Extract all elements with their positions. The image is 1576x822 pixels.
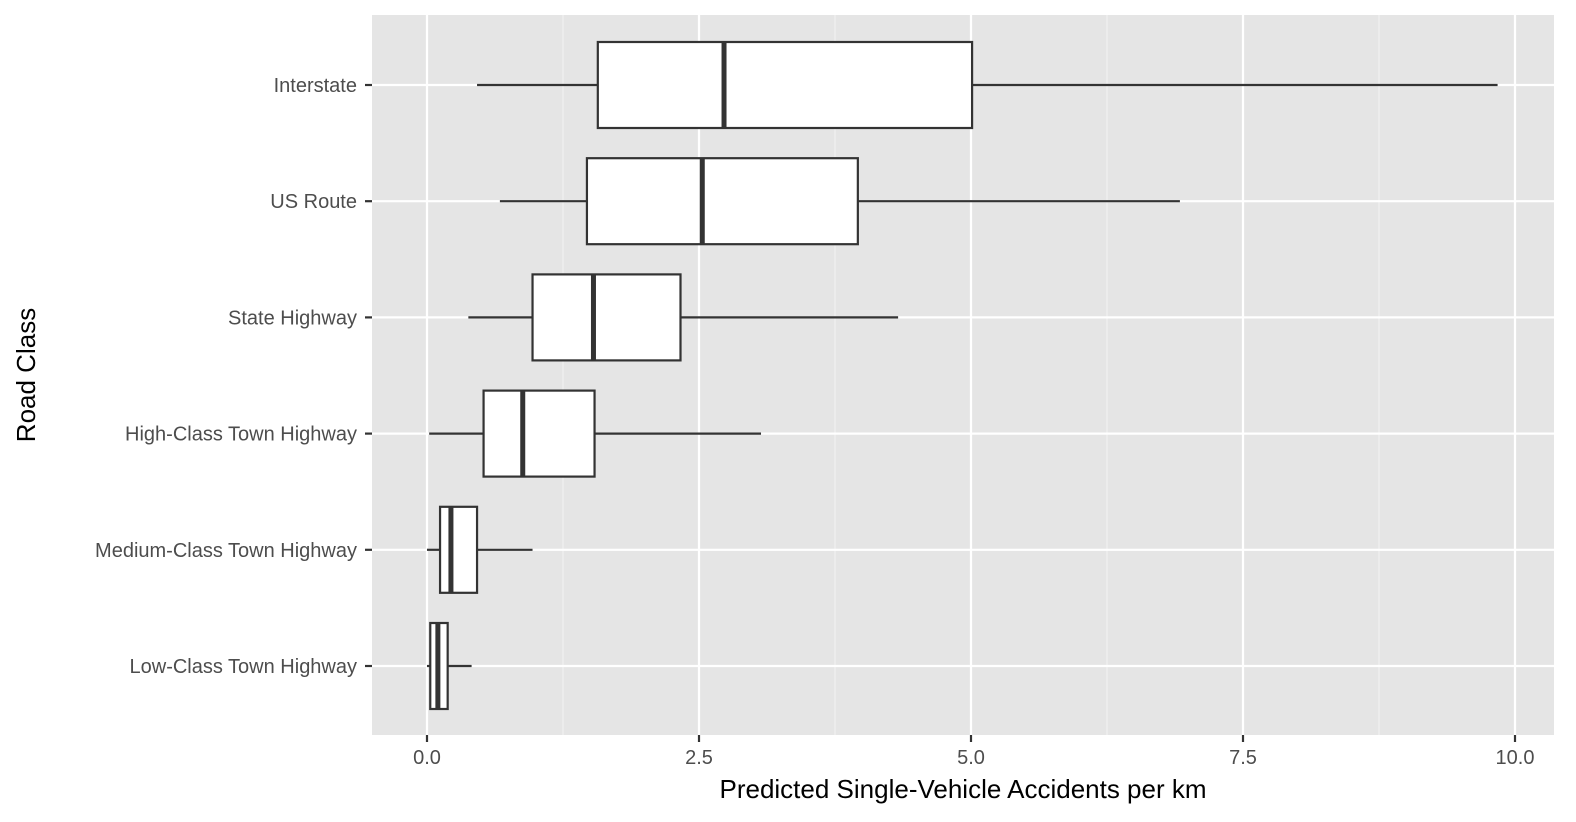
y-tick-label: Medium-Class Town Highway [95,540,357,562]
y-tick-label: High-Class Town Highway [125,424,357,446]
box-iqr [438,505,479,594]
y-axis-title: Road Class [11,308,41,442]
y-axis: Interstate US Route State Highway High-Clas… [95,75,372,678]
box-iqr [531,273,682,362]
x-tick-label: 5.0 [957,747,985,769]
x-axis-title: Predicted Single-Vehicle Accidents per k… [719,774,1206,804]
box-iqr [482,389,596,478]
box-us-route [499,157,1180,246]
box-interstate [477,40,1498,130]
x-tick-label: 0.0 [413,747,441,769]
y-tick-label: Low-Class Town Highway [130,656,358,678]
box-high-class-town-highway [429,389,762,478]
box-iqr [585,157,859,246]
minor-gridlines [562,15,1380,735]
box-medium-class-town-highway [427,505,533,594]
y-tick-label: State Highway [228,307,357,329]
box-iqr [596,40,974,130]
x-tick-label: 7.5 [1229,747,1257,769]
y-tick-label: US Route [270,191,357,213]
plot-panel [372,15,1554,735]
x-tick-label: 2.5 [685,747,713,769]
y-tick-label: Interstate [274,75,357,97]
x-tick-label: 10.0 [1496,747,1535,769]
box-state-highway [468,273,899,362]
box-series [427,40,1498,711]
box-low-class-town-highway [427,621,472,711]
x-axis: 0.0 2.5 5.0 7.5 10.0 [413,735,1534,769]
